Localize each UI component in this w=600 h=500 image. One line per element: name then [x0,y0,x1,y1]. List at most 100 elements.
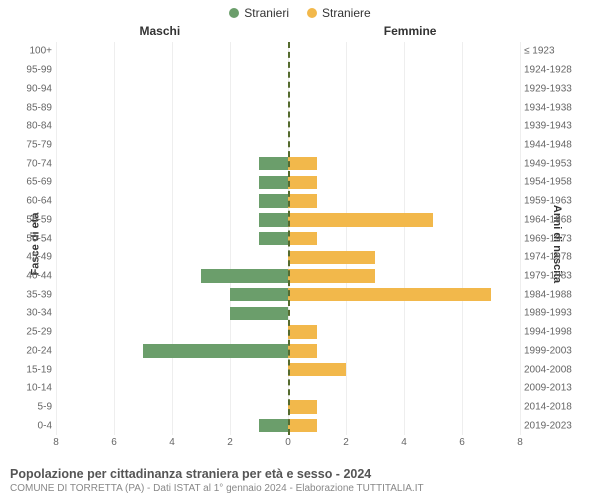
male-bar [259,232,288,245]
birth-year-tick: 1949-1953 [524,158,572,169]
female-half [288,323,520,342]
age-tick: 40-44 [26,270,52,281]
female-bar [288,232,317,245]
x-tick: 4 [169,437,175,448]
birth-year-tick: ≤ 1923 [524,46,555,57]
male-bar [230,307,288,320]
birth-year-tick: 1999-2003 [524,345,572,356]
female-bar [288,363,346,376]
female-half [288,304,520,323]
x-tick: 6 [459,437,465,448]
gridline [520,42,521,435]
x-axis: 864202468 [56,437,520,451]
male-half [56,192,288,211]
age-tick: 55-59 [26,214,52,225]
age-tick: 20-24 [26,345,52,356]
male-half [56,379,288,398]
male-half [56,229,288,248]
birth-year-tick: 1994-1998 [524,327,572,338]
legend-item-female: Straniere [307,6,371,20]
chart: Fasce di età Anni di nascita Maschi Femm… [0,24,600,463]
female-half [288,285,520,304]
female-bar [288,194,317,207]
birth-year-tick: 1924-1928 [524,65,572,76]
age-tick: 85-89 [26,102,52,113]
birth-year-tick: 1969-1973 [524,233,572,244]
male-half [56,173,288,192]
male-half [56,360,288,379]
birth-year-tick: 2009-2013 [524,383,572,394]
male-half [56,285,288,304]
birth-year-tick: 1959-1963 [524,196,572,207]
female-bar [288,325,317,338]
female-half [288,267,520,286]
female-half [288,42,520,61]
x-tick: 6 [111,437,117,448]
female-bar [288,419,317,432]
birth-year-tick: 2014-2018 [524,402,572,413]
birth-year-tick: 1984-1988 [524,289,572,300]
footer: Popolazione per cittadinanza straniera p… [0,463,600,500]
age-tick: 60-64 [26,196,52,207]
legend-label-male: Stranieri [244,6,289,20]
column-header-female: Femmine [384,24,437,38]
birth-year-tick: 1954-1958 [524,177,572,188]
male-half [56,323,288,342]
age-tick: 0-4 [38,420,52,431]
male-bar [201,269,288,282]
birth-year-tick: 2019-2023 [524,420,572,431]
birth-year-tick: 1989-1993 [524,308,572,319]
female-bar [288,176,317,189]
male-bar [230,288,288,301]
male-half [56,98,288,117]
column-header-male: Maschi [140,24,181,38]
plot-area: Maschi Femmine 100+≤ 192395-991924-19289… [56,42,520,435]
legend-item-male: Stranieri [229,6,289,20]
male-bar [259,419,288,432]
birth-year-tick: 1964-1968 [524,214,572,225]
age-tick: 45-49 [26,252,52,263]
male-half [56,154,288,173]
female-half [288,398,520,417]
male-half [56,61,288,80]
center-line [288,42,290,435]
female-half [288,210,520,229]
birth-year-tick: 1934-1938 [524,102,572,113]
female-half [288,154,520,173]
female-half [288,248,520,267]
age-tick: 50-54 [26,233,52,244]
female-half [288,192,520,211]
age-tick: 25-29 [26,327,52,338]
female-bar [288,400,317,413]
age-tick: 75-79 [26,139,52,150]
female-bar [288,344,317,357]
male-half [56,210,288,229]
female-half [288,379,520,398]
x-tick: 8 [53,437,59,448]
female-bar [288,213,433,226]
male-half [56,342,288,361]
x-tick: 8 [517,437,523,448]
male-half [56,79,288,98]
female-bar [288,288,491,301]
male-half [56,42,288,61]
legend-swatch-male [229,8,239,18]
age-tick: 65-69 [26,177,52,188]
birth-year-tick: 1944-1948 [524,139,572,150]
female-half [288,360,520,379]
x-tick: 4 [401,437,407,448]
female-half [288,229,520,248]
x-tick: 0 [285,437,291,448]
age-tick: 70-74 [26,158,52,169]
legend-label-female: Straniere [322,6,371,20]
x-tick: 2 [227,437,233,448]
age-tick: 5-9 [38,402,52,413]
age-tick: 95-99 [26,65,52,76]
male-bar [259,176,288,189]
birth-year-tick: 1974-1978 [524,252,572,263]
birth-year-tick: 1939-1943 [524,121,572,132]
age-tick: 100+ [29,46,52,57]
birth-year-tick: 2004-2008 [524,364,572,375]
female-bar [288,269,375,282]
age-tick: 80-84 [26,121,52,132]
